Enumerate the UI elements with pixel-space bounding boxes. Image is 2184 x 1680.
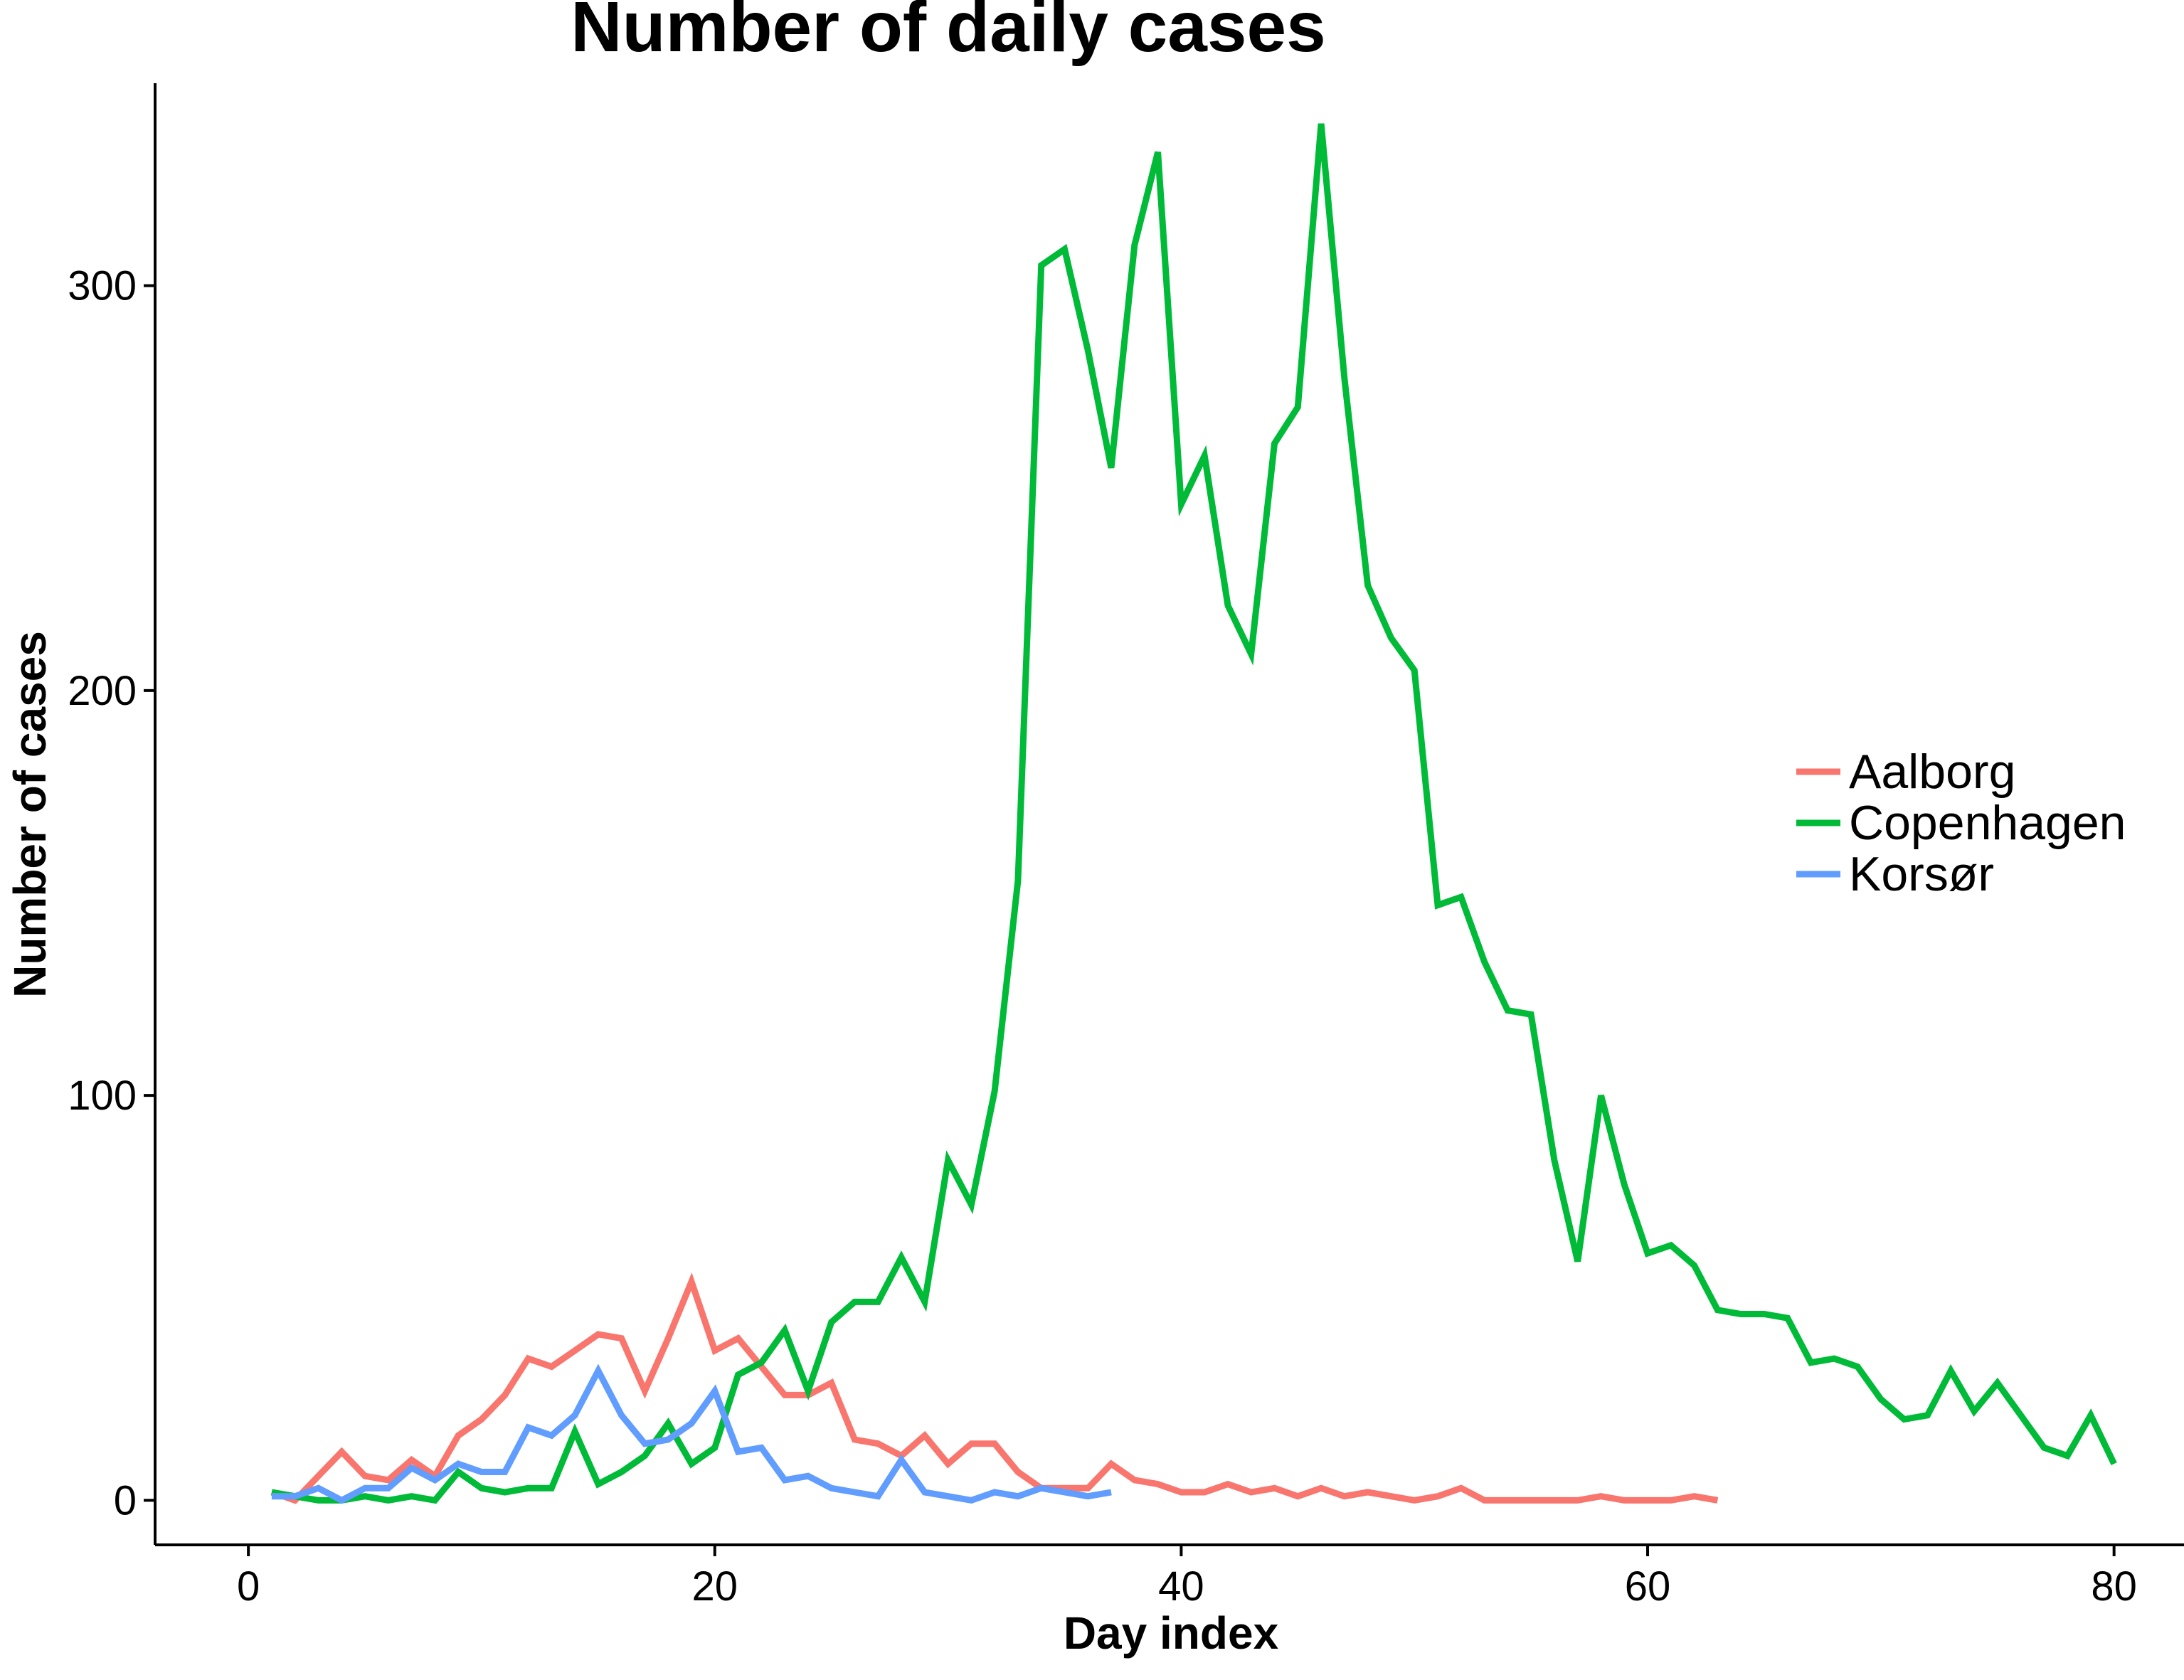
series-line-aalborg xyxy=(270,1272,1719,1504)
series-line-copenhagen xyxy=(271,123,2117,1504)
x-tick-label: 80 xyxy=(2091,1563,2137,1610)
x-tick-label: 40 xyxy=(1158,1563,1204,1610)
legend-label: Copenhagen xyxy=(1849,796,2126,850)
x-tick-label: 20 xyxy=(692,1563,738,1610)
y-tick-label: 200 xyxy=(68,668,137,714)
y-axis-title: Number of cases xyxy=(4,631,55,998)
axes: 0 20 40 60 80 0 100 200 300 xyxy=(68,83,2184,1610)
x-tick-label: 60 xyxy=(1625,1563,1671,1610)
chart-title: Number of daily cases xyxy=(571,0,1326,67)
legend-label: Korsør xyxy=(1849,847,1994,901)
x-axis-title: Day index xyxy=(1064,1607,1279,1659)
y-tick-label: 100 xyxy=(68,1073,137,1119)
series-lines xyxy=(270,123,2117,1504)
legend-label: Aalborg xyxy=(1849,745,2015,799)
y-tick-label: 300 xyxy=(68,263,137,309)
x-tick-label: 0 xyxy=(237,1563,260,1610)
y-tick-label: 0 xyxy=(114,1477,137,1524)
series-line-kors-r xyxy=(271,1363,1112,1504)
